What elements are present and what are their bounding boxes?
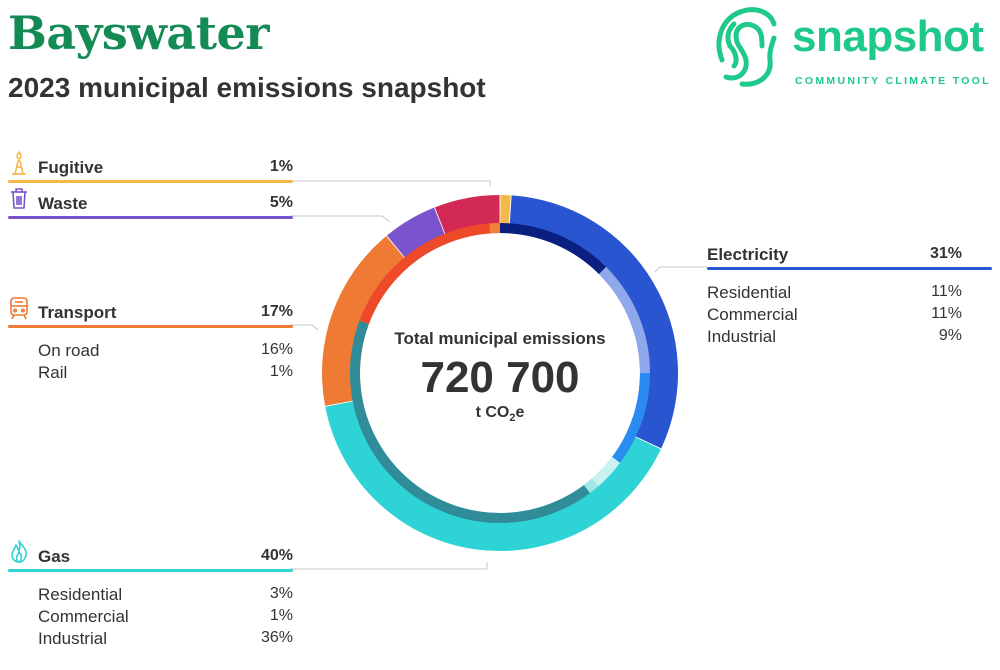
category-name: Fugitive [38, 158, 104, 177]
category-name: Transport [38, 303, 117, 322]
unit-subscript: 2 [509, 412, 516, 425]
subcategory-row: Residential 11% [707, 283, 992, 305]
subcategory-percent: 11% [931, 283, 962, 300]
logo-wordmark: snapshot [792, 12, 984, 61]
flame-icon [11, 540, 27, 563]
subcategory-label: Commercial [707, 305, 798, 324]
subcategory-percent: 1% [269, 363, 293, 380]
inner-slice-transport-on-road [359, 223, 491, 325]
unit-prefix: t CO [475, 404, 510, 421]
inner-slice-electricity-industrial [612, 373, 650, 463]
subcategory-percent: 11% [931, 305, 962, 322]
subcategory-row: Commercial 1% [8, 607, 293, 629]
category-underline [8, 325, 293, 328]
category-waste: Waste 5% [8, 188, 293, 219]
leader-gas [290, 562, 488, 570]
category-underline [707, 267, 992, 270]
outer-slice-electricity [509, 195, 679, 449]
category-percent: 40% [260, 547, 293, 564]
category-gas: Gas 40% Residential 3% Commercial 1% Ind… [8, 540, 293, 651]
category-electricity: Electricity 31% Residential 11% Commerci… [707, 243, 992, 349]
inner-slice-electricity-commercial [598, 266, 650, 373]
category-underline [8, 569, 293, 572]
category-percent: 1% [269, 158, 293, 175]
subcategory-percent: 3% [269, 585, 293, 602]
category-underline [8, 180, 293, 183]
inner-slice-gas-residential [591, 456, 621, 487]
subcategory-row: Commercial 11% [707, 305, 992, 327]
subcategory-label: Rail [38, 363, 68, 382]
leader-fugitive [290, 180, 491, 186]
logo-tagline: COMMUNITY CLIMATE TOOL [795, 75, 991, 87]
page-subtitle: 2023 municipal emissions snapshot [8, 72, 486, 103]
leader-electricity [654, 266, 707, 273]
trash-bin-icon [11, 188, 27, 209]
total-label: Total municipal emissions [394, 329, 606, 348]
inner-slice-gas-commercial [583, 478, 599, 494]
category-name: Gas [38, 547, 71, 566]
subcategory-label: On road [38, 341, 100, 360]
subcategory-row: Industrial 36% [8, 629, 293, 651]
subcategory-label: Industrial [707, 327, 776, 346]
subcategory-label: Commercial [38, 607, 129, 626]
subcategory-percent: 9% [938, 327, 962, 344]
subcategory-label: Residential [38, 585, 123, 604]
category-percent: 5% [269, 194, 293, 211]
category-underline [8, 216, 293, 219]
subcategory-label: Residential [707, 283, 792, 302]
subcategory-row: On road 16% [8, 341, 293, 363]
subcategory-percent: 36% [260, 629, 293, 646]
leader-transport [290, 324, 319, 331]
category-name: Waste [38, 194, 88, 213]
outer-slice-gas [325, 399, 661, 551]
fingerprint-icon [716, 7, 777, 87]
total-unit: t CO2e [370, 404, 630, 424]
page-title: Bayswater [8, 6, 269, 60]
category-percent: 17% [260, 303, 293, 320]
inner-slice-gas-industrial [350, 320, 590, 523]
category-percent: 31% [929, 245, 962, 262]
inner-slice-transport-rail [489, 223, 500, 234]
snapshot-logo: snapshot COMMUNITY CLIMATE TOOL [712, 2, 1000, 92]
unit-suffix: e [515, 404, 525, 421]
subcategory-row: Industrial 9% [707, 327, 992, 349]
total-value: 720 700 [420, 353, 580, 402]
gas-flare-icon [12, 151, 26, 175]
category-transport: Transport 17% On road 16% Rail 1% [8, 297, 293, 385]
subcategory-label: Industrial [38, 629, 107, 648]
subcategory-percent: 16% [260, 341, 293, 358]
inner-slice-electricity-residential [500, 223, 607, 275]
subcategory-row: Rail 1% [8, 363, 293, 385]
subcategory-percent: 1% [269, 607, 293, 624]
category-name: Electricity [707, 245, 789, 264]
leader-waste [290, 215, 391, 223]
subcategory-row: Residential 3% [8, 585, 293, 607]
train-icon [10, 297, 28, 320]
category-fugitive: Fugitive 1% [8, 151, 293, 183]
outer-slice-waste [386, 207, 449, 265]
